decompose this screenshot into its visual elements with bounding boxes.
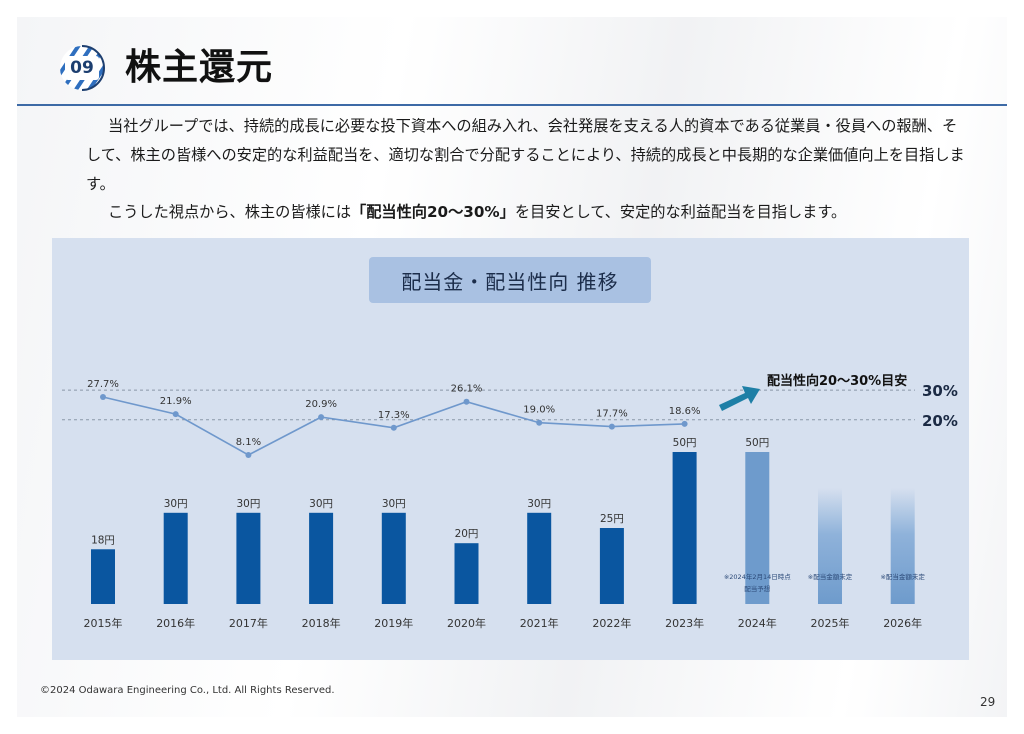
ratio-point [463,398,470,405]
bar [236,512,261,604]
header-rule [17,104,1007,106]
x-tick-label: 2024年 [738,616,777,630]
target-annotation: 配当性向20〜30%目安 [767,373,907,389]
policy-emphasis: 「配当性向20〜30%」 [351,203,515,221]
ratio-point [681,420,688,427]
chart-title-box: 配当金・配当性向 推移 [369,257,651,303]
ratio-point [536,419,543,426]
ratio-point [318,414,325,421]
bar-value-label: 30円 [527,498,551,510]
reference-label: 20% [922,412,958,430]
bar [381,512,406,604]
bar-note: ※2024年2月14日時点 [724,572,791,581]
bar-note: 配当予想 [744,584,771,593]
bar [672,452,697,604]
bar-note: ※配当金額未定 [880,572,925,581]
chart-panel [52,238,969,660]
ratio-value-label: 27.7% [87,379,119,390]
x-tick-label: 2020年 [447,616,486,630]
x-tick-label: 2026年 [883,616,922,630]
ratio-value-label: 17.7% [596,409,628,420]
ratio-value-label: 17.3% [378,410,410,421]
x-tick-label: 2023年 [665,616,704,630]
x-tick-label: 2019年 [374,616,413,630]
x-tick-label: 2022年 [592,616,631,630]
ratio-point [100,393,106,400]
target-arrow-icon [719,386,760,411]
bar-value-label: 18円 [91,534,115,546]
x-tick-label: 2016年 [156,616,195,630]
ratio-point [608,423,615,430]
policy-text-before: こうした視点から、株主の皆様には [108,203,351,221]
ratio-point [172,411,179,418]
bar-note: ※配当金額未定 [808,572,853,581]
copyright: ©2024 Odawara Engineering Co., Ltd. All … [40,685,335,696]
ratio-point [245,452,252,458]
chart-title: 配当金・配当性向 推移 [401,269,619,294]
bar-value-label: 20円 [455,528,479,540]
bar-value-label: 30円 [164,498,188,510]
policy-text-after: を目安として、安定的な利益配当を目指します。 [514,203,847,221]
bar [309,512,334,604]
bar-undecided [890,488,915,604]
bar-value-label: 50円 [745,437,769,449]
x-tick-label: 2017年 [229,616,268,630]
bar [599,528,624,604]
ratio-value-label: 21.9% [160,396,192,407]
page-number: 29 [980,695,996,709]
bar [454,543,479,604]
page-title: 株主還元 [125,47,274,88]
policy-paragraph: こうした視点から、株主の皆様には「配当性向20〜30%」を目安として、安定的な利… [108,198,988,227]
x-tick-label: 2025年 [811,616,850,630]
reference-label: 30% [922,382,958,400]
section-number: 09 [65,56,99,80]
bar-value-label: 25円 [600,513,624,525]
bar-undecided [818,488,842,604]
bar-value-label: 30円 [309,498,333,510]
bar-value-label: 50円 [673,437,697,449]
ratio-point [390,424,397,431]
x-tick-label: 2015年 [84,616,123,630]
bar [163,512,188,604]
ratio-value-label: 20.9% [305,399,337,410]
bar [527,512,552,604]
x-tick-label: 2021年 [520,616,559,630]
bar-value-label: 30円 [236,498,260,510]
ratio-value-label: 26.1% [451,384,483,395]
ratio-value-label: 19.0% [523,405,555,416]
intro-paragraph: 当社グループでは、持続的成長に必要な投下資本への組み入れ、会社発展を支える人的資… [86,117,965,193]
bar [745,452,770,604]
x-tick-label: 2018年 [302,616,341,630]
ratio-value-label: 8.1% [236,437,261,448]
ratio-value-label: 18.6% [669,406,701,417]
bar-value-label: 30円 [382,498,406,510]
bar [91,549,115,604]
